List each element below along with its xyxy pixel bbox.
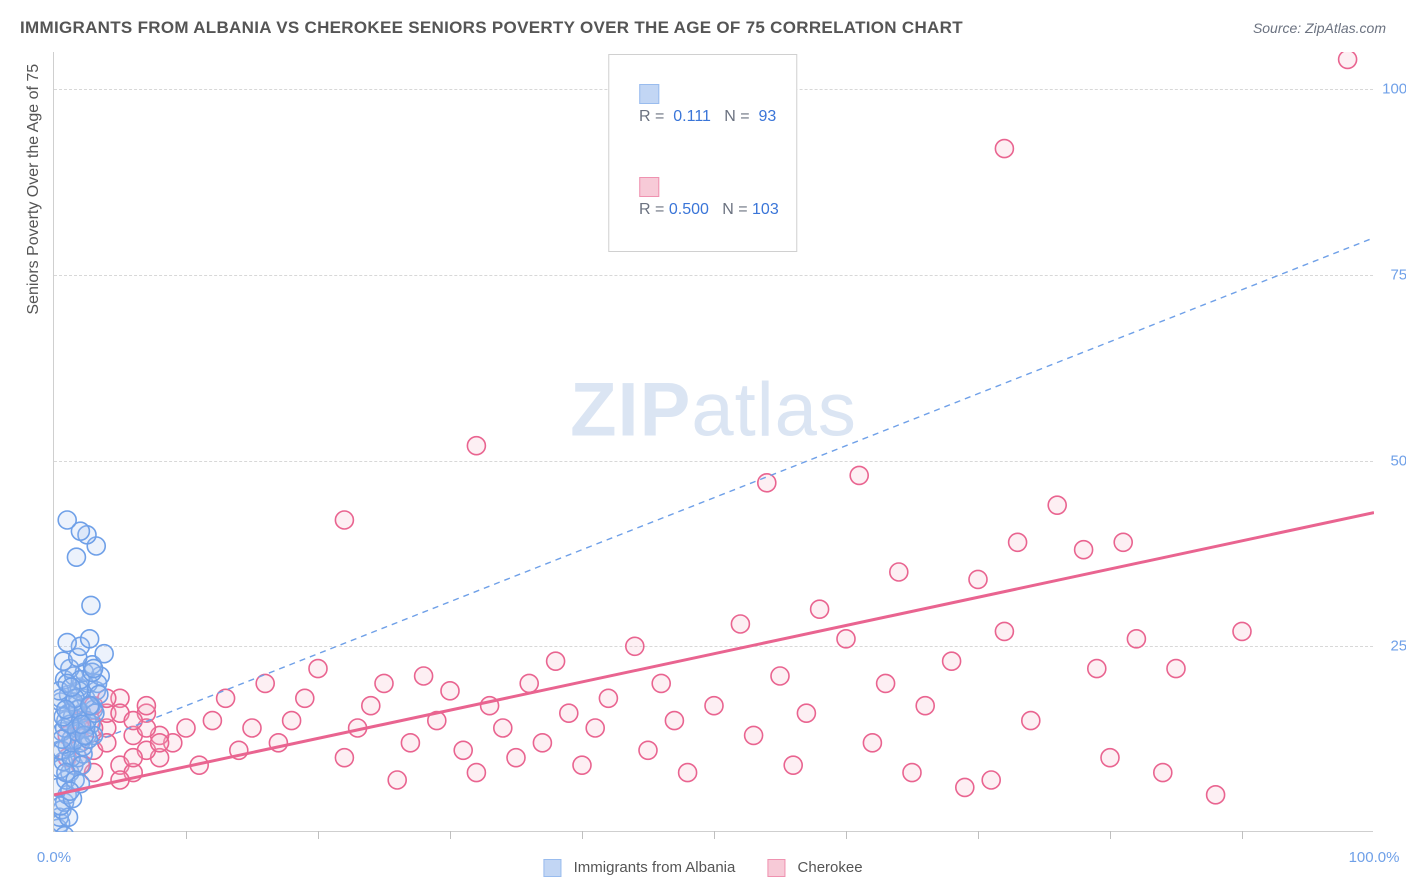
legend-series: Immigrants from Albania Cherokee <box>543 859 862 877</box>
y-axis-tick-label: 75.0% <box>1390 266 1406 283</box>
x-axis-tick-label: 0.0% <box>37 849 71 866</box>
legend-item-a: Immigrants from Albania <box>543 859 735 877</box>
legend-stats-row-a: R = 0.111 N = 93 <box>621 59 778 152</box>
legend-stats: R = 0.111 N = 93 R = 0.500 N = 103 <box>608 54 797 252</box>
y-axis-title: Seniors Poverty Over the Age of 75 <box>25 64 43 315</box>
y-axis-tick-label: 50.0% <box>1390 452 1406 469</box>
legend-item-b: Cherokee <box>767 859 862 877</box>
legend-swatch-b-bottom <box>767 859 785 877</box>
y-axis-tick-label: 100.0% <box>1382 81 1406 98</box>
x-axis-tick-label: 100.0% <box>1349 849 1400 866</box>
chart-source: Source: ZipAtlas.com <box>1253 20 1386 36</box>
legend-stats-row-b: R = 0.500 N = 103 <box>621 152 778 245</box>
legend-swatch-b <box>639 177 659 197</box>
legend-swatch-a <box>639 84 659 104</box>
chart-header: IMMIGRANTS FROM ALBANIA VS CHEROKEE SENI… <box>20 18 1386 38</box>
chart-title: IMMIGRANTS FROM ALBANIA VS CHEROKEE SENI… <box>20 18 963 38</box>
y-axis-tick-label: 25.0% <box>1390 638 1406 655</box>
legend-swatch-a-bottom <box>543 859 561 877</box>
